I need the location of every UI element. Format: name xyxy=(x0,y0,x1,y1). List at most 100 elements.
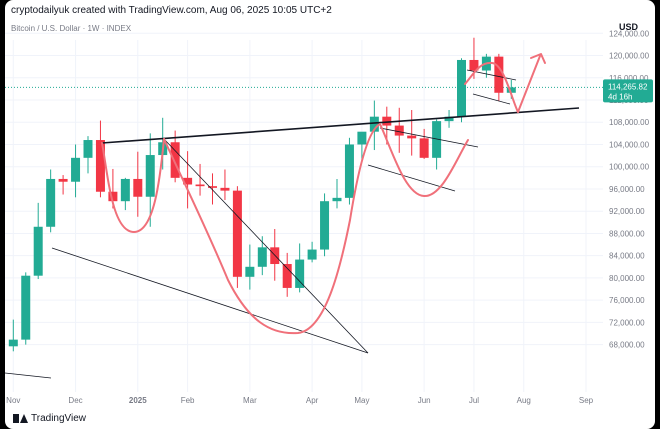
candle xyxy=(282,252,292,297)
tradingview-logo-icon xyxy=(13,414,28,423)
flag-lower-line xyxy=(367,164,456,192)
candle xyxy=(46,169,56,233)
y-tick-label: 72,000.00 xyxy=(609,318,645,327)
projection-arrow-head xyxy=(530,53,546,64)
candle-body xyxy=(320,201,330,250)
candle xyxy=(245,244,255,290)
candle-body xyxy=(33,226,43,276)
candle-body xyxy=(183,177,193,185)
candle-body xyxy=(444,116,454,122)
y-tick-label: 84,000.00 xyxy=(609,252,645,261)
candle xyxy=(170,130,180,183)
y-tick-label: 116,000.00 xyxy=(609,74,649,83)
candle xyxy=(95,120,105,198)
candles xyxy=(8,37,516,352)
candle xyxy=(145,133,155,227)
candle xyxy=(344,137,354,205)
upper-wedge-line xyxy=(163,138,369,354)
y-tick-label: 100,000.00 xyxy=(609,163,650,172)
candle xyxy=(444,110,454,128)
candle-body xyxy=(145,155,155,197)
candle-body xyxy=(506,87,516,93)
candle xyxy=(357,131,367,163)
footer-brand-label: TradingView xyxy=(31,413,87,424)
x-tick-label: Jul xyxy=(469,396,479,405)
candle-body xyxy=(457,59,466,117)
candle-body xyxy=(95,140,105,192)
candle xyxy=(8,319,18,352)
candle-body xyxy=(394,125,404,136)
candle-body xyxy=(8,339,18,347)
candle-body xyxy=(170,142,180,178)
candle-body xyxy=(307,249,317,260)
candle-body xyxy=(120,178,130,202)
x-tick-label: Aug xyxy=(517,396,531,405)
candle-body xyxy=(245,266,255,277)
candle xyxy=(208,173,217,205)
candle xyxy=(133,151,143,217)
y-tick-label: 108,000.00 xyxy=(609,118,650,127)
cup-large-curve xyxy=(163,123,381,335)
candle-body xyxy=(208,186,217,188)
candle xyxy=(407,110,417,156)
candle-body xyxy=(257,247,267,267)
candle xyxy=(320,193,330,257)
candle xyxy=(457,58,466,123)
x-tick-label: 2025 xyxy=(129,396,147,405)
x-tick-label: Nov xyxy=(6,396,20,405)
candle-body xyxy=(220,187,230,191)
chart-header: cryptodailyuk created with TradingView.c… xyxy=(11,5,332,16)
bottom-support-line xyxy=(4,372,52,379)
x-tick-label: May xyxy=(354,396,369,405)
candle-body xyxy=(195,184,205,187)
price-badge-value: 114,265.82 xyxy=(608,82,648,91)
top-loop-curve xyxy=(464,61,519,113)
candle xyxy=(220,169,230,201)
candle xyxy=(183,151,193,209)
candle xyxy=(71,144,81,198)
candle-body xyxy=(58,178,68,182)
top-channel-lower-line xyxy=(472,93,511,105)
neckline-trendline xyxy=(101,107,580,144)
candle-body xyxy=(357,131,367,145)
y-axis: 68,000.00 72,000.00 76,000.00 80,000.00 84,0… xyxy=(609,29,650,349)
candle-body xyxy=(282,264,292,288)
x-tick-label: Mar xyxy=(243,396,257,405)
candle xyxy=(195,163,205,196)
candle xyxy=(120,177,130,211)
candle-body xyxy=(71,157,81,182)
candle xyxy=(432,119,442,170)
candle xyxy=(369,100,379,151)
candle xyxy=(232,186,242,288)
candle-body xyxy=(108,191,118,202)
candle xyxy=(21,272,31,345)
candle xyxy=(257,236,267,276)
candle-body xyxy=(432,121,442,158)
candle xyxy=(419,128,429,159)
candle-body xyxy=(133,178,143,197)
candle-body xyxy=(295,259,305,288)
price-badge-countdown: 4d 16h xyxy=(608,92,632,101)
chart-panel: cryptodailyuk created with TradingView.c… xyxy=(5,0,655,429)
x-tick-label: Sep xyxy=(579,396,594,405)
candle-body xyxy=(407,135,417,139)
candle-body xyxy=(232,190,242,277)
x-tick-label: Apr xyxy=(306,396,319,405)
candle xyxy=(58,175,68,195)
candle xyxy=(494,53,504,102)
candle-body xyxy=(332,197,342,202)
y-tick-label: 124,000.00 xyxy=(609,29,650,38)
candle-body xyxy=(83,140,93,158)
handle-curve xyxy=(379,123,469,198)
flag-upper-line xyxy=(379,127,479,148)
candle xyxy=(295,243,305,293)
candle-body xyxy=(369,116,379,132)
candle-body xyxy=(419,138,429,158)
symbol-label[interactable]: Bitcoin / U.S. Dollar · 1W · INDEX xyxy=(11,24,132,33)
currency-label: USD xyxy=(619,22,639,32)
y-tick-label: 76,000.00 xyxy=(609,296,645,305)
candle-body xyxy=(46,178,56,227)
y-tick-label: 68,000.00 xyxy=(609,341,645,350)
